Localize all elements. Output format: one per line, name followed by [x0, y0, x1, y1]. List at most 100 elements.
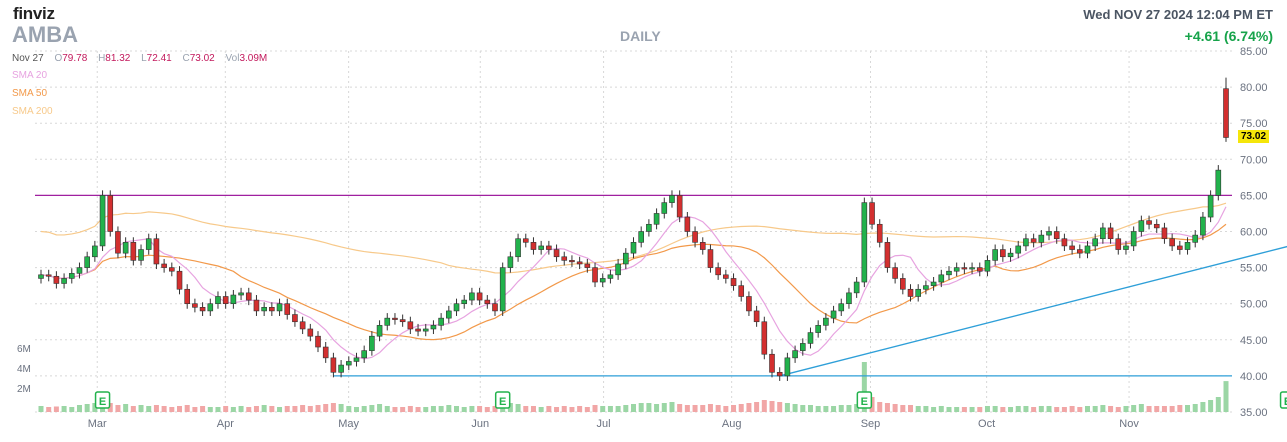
volume-bar: [92, 403, 98, 412]
candle-body: [569, 260, 575, 263]
volume-bar: [76, 405, 82, 412]
volume-bar: [546, 406, 552, 412]
volume-value: 3.09M: [239, 53, 268, 64]
candle-body: [1169, 238, 1175, 247]
ohlc-readout: Nov 27 O79.78 H81.32 L72.41 C73.02 Vol3.…: [12, 53, 267, 64]
low-value: 72.41: [146, 53, 172, 64]
candle-body: [861, 202, 868, 283]
candle-body: [338, 364, 344, 373]
candle-body: [230, 294, 237, 305]
candle-body: [238, 292, 244, 296]
candle-body: [553, 249, 560, 258]
volume-bar: [1054, 407, 1060, 412]
volume-bar: [438, 406, 444, 412]
volume-bar: [361, 406, 367, 412]
candle-body: [361, 350, 367, 359]
volume-bar: [146, 406, 152, 412]
volume-bar: [954, 407, 960, 412]
candle-body: [45, 274, 52, 277]
candle-body: [846, 292, 852, 304]
volume-bar: [977, 407, 983, 412]
candle-body: [730, 278, 737, 286]
volume-bar: [607, 406, 613, 412]
volume-bar: [877, 402, 883, 412]
volume-bar: [277, 407, 283, 412]
volume-bar: [1223, 381, 1229, 412]
volume-bar: [807, 405, 813, 412]
candle-body: [422, 328, 429, 332]
candle-body: [638, 231, 644, 243]
volume-bar: [177, 406, 183, 412]
candle-body: [1061, 238, 1068, 247]
volume-bar: [815, 406, 821, 412]
volume-bar: [215, 407, 221, 412]
candle-body: [269, 307, 275, 312]
volume-tick-label: 2M: [17, 384, 31, 395]
volume-bar: [1169, 406, 1175, 412]
candle-body: [838, 303, 845, 312]
candle-body: [530, 242, 537, 250]
legend-sma20[interactable]: SMA 20: [12, 70, 48, 81]
volume-bar: [284, 406, 290, 412]
candle-body: [1107, 227, 1114, 240]
finviz-logo[interactable]: finviz: [13, 4, 55, 23]
volume-bar: [823, 406, 829, 412]
candle-body: [499, 267, 506, 312]
volume-bar: [53, 406, 59, 412]
candle-body: [1146, 220, 1152, 225]
candle-body: [192, 303, 198, 308]
volume-bar: [931, 407, 937, 412]
candle-body: [1076, 249, 1083, 254]
volume-bar: [138, 405, 144, 412]
earnings-label: E: [861, 396, 868, 408]
volume-bar: [346, 406, 352, 412]
candle-body: [322, 346, 329, 359]
volume-bar: [769, 401, 775, 412]
volume-bar: [184, 405, 190, 412]
candle-body: [392, 317, 398, 320]
candle-body: [161, 263, 167, 268]
volume-bar: [1146, 406, 1152, 412]
volume-bar: [69, 407, 75, 412]
volume-bar: [269, 406, 275, 412]
y-tick-label: 65.00: [1240, 190, 1268, 202]
candle-body: [1223, 88, 1229, 138]
volume-bar: [615, 406, 621, 412]
volume-bar: [169, 407, 175, 412]
candle-body: [199, 307, 206, 312]
x-tick-label: Oct: [978, 418, 995, 430]
volume-bar: [1046, 406, 1052, 412]
volume-bar: [746, 403, 752, 412]
candle-body: [276, 303, 283, 312]
candle-body: [68, 273, 75, 279]
volume-bar: [507, 403, 513, 412]
candle-body: [769, 353, 775, 373]
candle-body: [376, 325, 383, 337]
volume-bar: [838, 405, 844, 412]
legend-sma200[interactable]: SMA 200: [12, 106, 53, 117]
volume-bar: [784, 403, 790, 412]
volume-bar: [38, 406, 44, 412]
volume-bar: [107, 403, 113, 412]
candle-body: [1123, 245, 1129, 250]
volume-bar: [400, 407, 406, 412]
legend-sma50[interactable]: SMA 50: [12, 88, 48, 99]
volume-bar: [246, 407, 252, 412]
volume-bar: [461, 407, 467, 412]
x-tick-label: Jul: [597, 418, 611, 430]
candle-body: [261, 307, 267, 312]
candle-body: [453, 303, 460, 312]
volume-bar: [669, 402, 675, 412]
candle-body: [384, 317, 391, 326]
volume-bar: [1208, 400, 1214, 412]
y-tick-label: 75.00: [1240, 118, 1268, 130]
volume-bar: [223, 406, 229, 412]
x-tick-label: May: [338, 418, 359, 430]
volume-bar: [723, 406, 729, 412]
last-price-tag: 73.02: [1238, 130, 1270, 143]
candle-body: [1138, 220, 1145, 232]
candle-body: [607, 274, 614, 279]
candle-body: [176, 270, 183, 290]
candle-body: [53, 275, 60, 284]
